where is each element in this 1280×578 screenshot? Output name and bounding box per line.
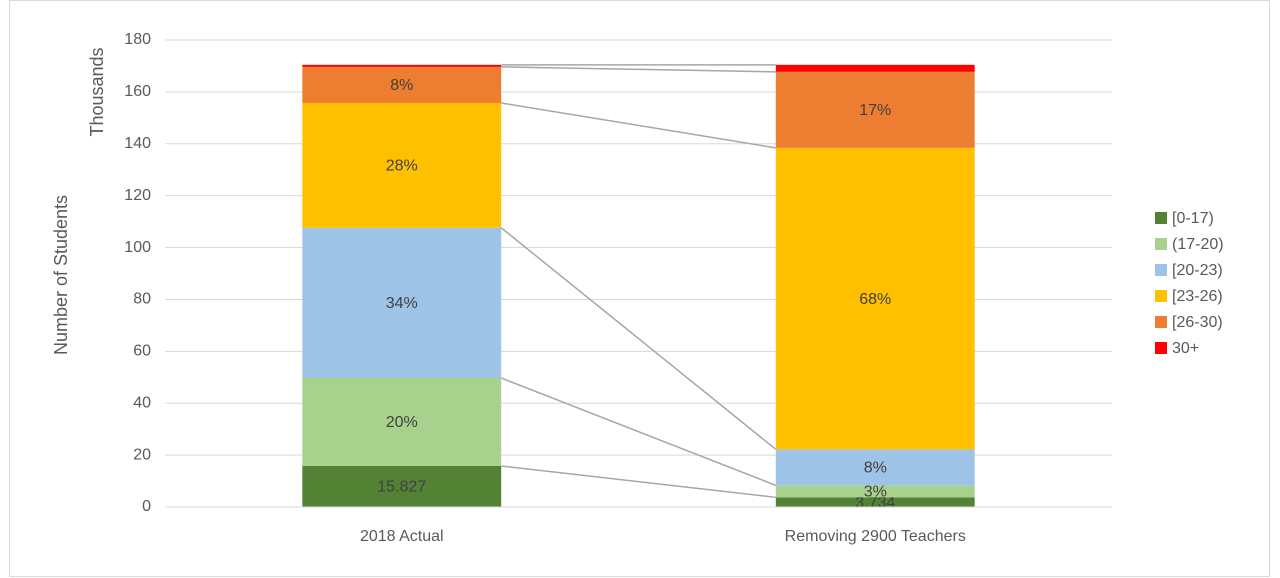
data-label: 3%: [864, 484, 887, 501]
bar-segment: [775, 71, 975, 148]
legend-swatch: [1155, 342, 1167, 354]
bar-segment: [302, 227, 502, 378]
data-label: 20%: [386, 414, 418, 431]
bar-segment: [302, 64, 502, 67]
y-axis-units: Thousands: [87, 47, 107, 136]
y-tick-label: 120: [124, 187, 151, 204]
legend-swatch: [1155, 316, 1167, 328]
x-tick-label: Removing 2900 Teachers: [785, 528, 966, 545]
y-tick-label: 160: [124, 83, 151, 100]
data-label: 34%: [386, 295, 418, 312]
data-label: 8%: [390, 77, 413, 94]
connector: [501, 102, 776, 149]
y-tick-label: 0: [142, 498, 151, 515]
y-tick-label: 140: [124, 135, 151, 152]
legend-label: (17-20): [1172, 236, 1224, 253]
bar-segment: [775, 64, 975, 72]
data-label: 68%: [859, 291, 891, 308]
y-tick-label: 100: [124, 239, 151, 256]
bar-segment: [302, 377, 502, 466]
data-label: 8%: [864, 460, 887, 477]
bar-segment: [302, 102, 502, 228]
y-tick-label: 40: [133, 394, 151, 411]
bar-segment: [775, 449, 975, 486]
legend-swatch: [1155, 238, 1167, 250]
legend-swatch: [1155, 290, 1167, 302]
bar-segment: [775, 147, 975, 450]
y-tick-label: 60: [133, 343, 151, 360]
connector: [501, 66, 776, 73]
y-axis-title: Number of Students: [51, 195, 71, 355]
y-tick-label: 80: [133, 291, 151, 308]
y-tick-label: 20: [133, 446, 151, 463]
bar-segment: [775, 485, 975, 498]
bar-segment: [775, 497, 975, 507]
bar-segment: [302, 465, 502, 507]
data-label: 28%: [386, 158, 418, 175]
legend-swatch: [1155, 264, 1167, 276]
legend-label: [23-26): [1172, 288, 1223, 305]
data-label: 15.827: [377, 479, 426, 496]
connector: [501, 465, 776, 499]
connector: [500, 227, 777, 450]
x-tick-label: 2018 Actual: [360, 528, 444, 545]
data-label: 17%: [859, 102, 891, 119]
y-tick-label: 180: [124, 31, 151, 48]
legend-label: 30+: [1172, 340, 1199, 357]
connector: [500, 377, 777, 487]
legend-swatch: [1155, 212, 1167, 224]
legend-label: [26-30): [1172, 314, 1223, 331]
chart-border: [9, 0, 1270, 577]
legend-label: [0-17): [1172, 210, 1214, 227]
bar-segment: [302, 66, 502, 103]
legend-label: [20-23): [1172, 262, 1223, 279]
